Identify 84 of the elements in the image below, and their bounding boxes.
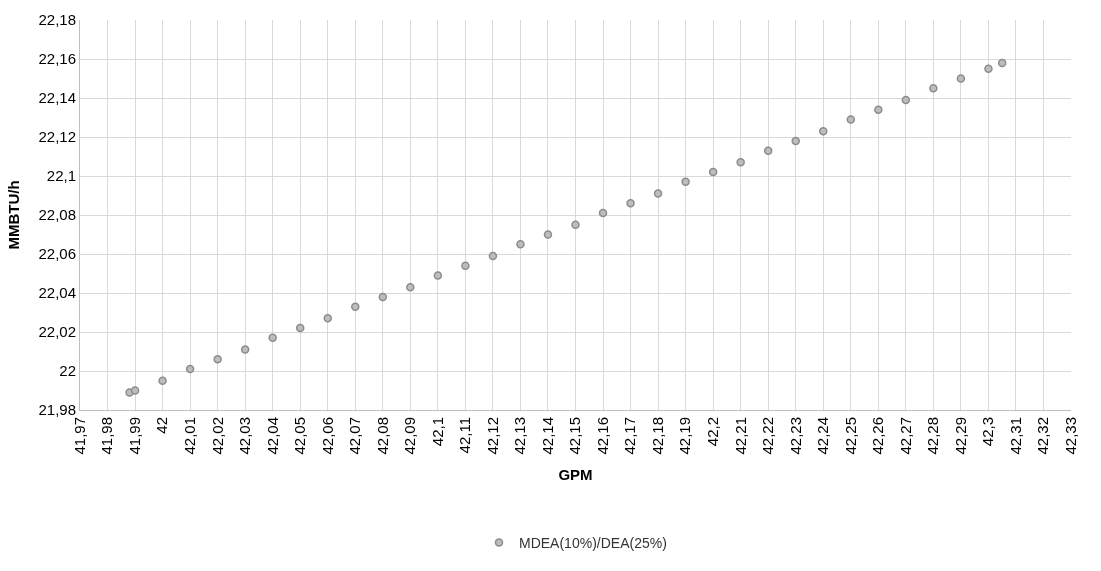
x-tick-label: 41,98 [98,417,116,455]
x-tick-label: 42,13 [511,417,529,455]
x-tick-label: 42,2 [704,417,722,447]
x-tick-label: 42,14 [538,417,556,455]
x-tick-label: 42,23 [786,417,804,455]
x-tick-label: 42,19 [676,417,694,455]
point [295,323,305,333]
x-tick-label: 42,08 [373,417,391,455]
point [240,345,250,354]
x-tick-label: 42,15 [566,417,584,455]
point [681,177,690,187]
point [984,64,993,73]
point [158,376,167,385]
x-tick-label: 42,22 [759,417,777,455]
x-tick-label: 42,06 [318,417,336,455]
y-tick-label: 22,1 [46,167,76,185]
point [406,282,415,292]
x-tick-label: 42,01 [180,417,198,455]
y-tick-label: 22,18 [38,11,76,29]
point [901,95,911,105]
x-tick-label: 42,25 [841,417,859,455]
point [763,146,773,155]
point [268,333,277,343]
x-tick-label: 42,03 [236,417,254,455]
point [130,386,140,395]
y-tick-label: 22,08 [38,206,76,224]
point [488,251,498,261]
y-tick-label: 22,06 [38,245,76,263]
point [791,136,800,146]
y-tick-label: 22,02 [38,323,76,341]
y-tick-label: 22,12 [38,128,76,146]
point [653,189,663,198]
x-tick-label: 42,17 [621,417,639,455]
x-tick-label: 42,1 [428,417,446,447]
x-tick-label: 42,24 [814,417,832,455]
x-tick-label: 42,18 [648,417,666,455]
x-tick-label: 42,29 [951,417,969,455]
x-tick-label: 42,11 [456,417,474,454]
point [213,355,222,364]
x-tick-label: 42,33 [1061,417,1079,455]
point [543,230,553,239]
point [846,115,856,124]
y-tick-label: 22,16 [38,50,76,68]
x-axis-title: GPM [558,465,593,483]
legend-label: MDEA(10%)/DEA(25%) [519,535,667,552]
point [516,240,525,249]
x-tick-label: 42,09 [401,417,419,455]
x-tick-label: 42,32 [1034,417,1052,455]
x-tick-label: 41,97 [70,417,88,455]
x-tick-label: 42,28 [924,417,942,455]
point [708,167,718,177]
point [956,74,966,83]
point [626,199,635,208]
y-tick-label: 21,98 [38,401,76,419]
x-tick-label: 42,07 [346,417,364,455]
point [461,261,470,270]
x-tick-label: 42,04 [263,417,281,455]
point [819,126,828,136]
point [598,208,608,218]
y-tick-label: 22,14 [38,89,76,107]
point [929,84,938,93]
point [997,58,1007,68]
point [736,158,745,167]
x-tick-label: 42,21 [731,417,749,455]
point [874,105,883,114]
y-axis-title: MMBTU/h [4,180,22,250]
y-tick-label: 22,04 [38,284,76,302]
point [185,364,195,374]
point [351,302,360,311]
x-tick-label: 42,3 [979,417,997,447]
y-tick-label: 22 [59,362,76,380]
x-tick-label: 42 [153,417,171,434]
point [433,271,443,280]
x-tick-label: 42,02 [208,417,226,455]
x-tick-label: 42,12 [483,417,501,455]
x-tick-label: 42,31 [1006,417,1024,455]
x-tick-label: 42,26 [869,417,887,455]
point [323,314,332,323]
x-tick-label: 42,27 [896,417,914,455]
point [378,292,388,302]
point [571,220,580,229]
x-tick-label: 42,16 [593,417,611,455]
x-tick-label: 41,99 [125,417,143,455]
x-tick-label: 42,05 [291,417,309,455]
